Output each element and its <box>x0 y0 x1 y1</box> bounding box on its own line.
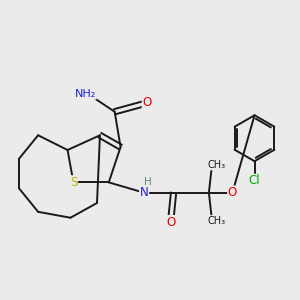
Text: H: H <box>144 176 152 187</box>
Text: O: O <box>166 216 175 229</box>
Text: CH₃: CH₃ <box>207 216 225 226</box>
Text: NH₂: NH₂ <box>75 89 96 99</box>
Text: O: O <box>228 186 237 199</box>
Text: CH₃: CH₃ <box>207 160 225 170</box>
Text: S: S <box>70 176 77 189</box>
Text: N: N <box>140 186 148 199</box>
Text: Cl: Cl <box>249 174 260 188</box>
Text: O: O <box>142 96 152 110</box>
